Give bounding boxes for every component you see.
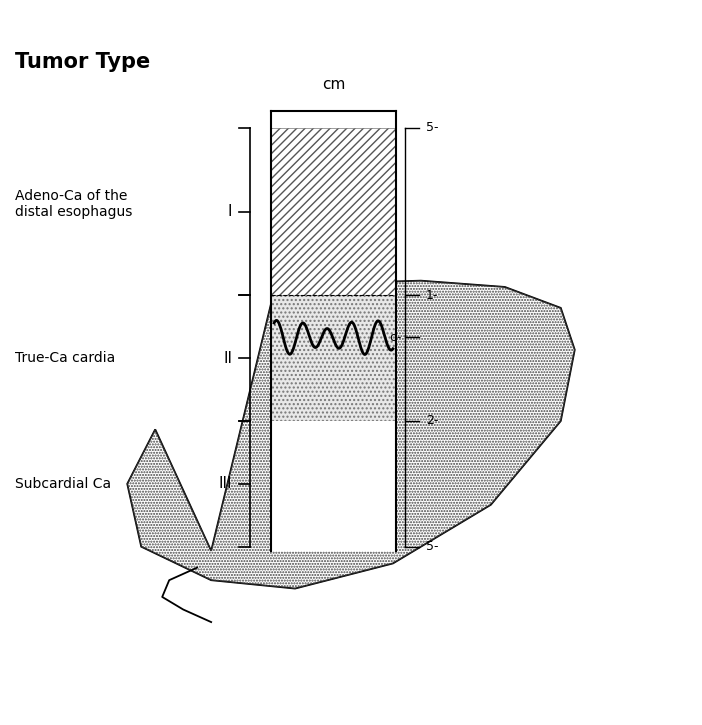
- Text: Tumor Type: Tumor Type: [15, 52, 151, 72]
- Text: III: III: [218, 476, 232, 492]
- Text: I: I: [227, 204, 232, 219]
- Text: 5-: 5-: [426, 121, 438, 134]
- Polygon shape: [270, 128, 397, 295]
- Text: 5-: 5-: [426, 540, 438, 553]
- Text: 2-: 2-: [426, 415, 438, 428]
- Text: 1-: 1-: [426, 289, 438, 302]
- Polygon shape: [127, 281, 575, 589]
- Text: Adeno-Ca of the
distal esophagus: Adeno-Ca of the distal esophagus: [15, 189, 133, 220]
- Polygon shape: [270, 295, 397, 421]
- Text: o-: o-: [389, 331, 402, 344]
- Text: cm: cm: [322, 77, 345, 91]
- Text: Subcardial Ca: Subcardial Ca: [15, 477, 112, 491]
- Polygon shape: [270, 111, 397, 551]
- Text: True-Ca cardia: True-Ca cardia: [15, 351, 116, 365]
- Polygon shape: [271, 421, 396, 549]
- Text: II: II: [223, 351, 232, 365]
